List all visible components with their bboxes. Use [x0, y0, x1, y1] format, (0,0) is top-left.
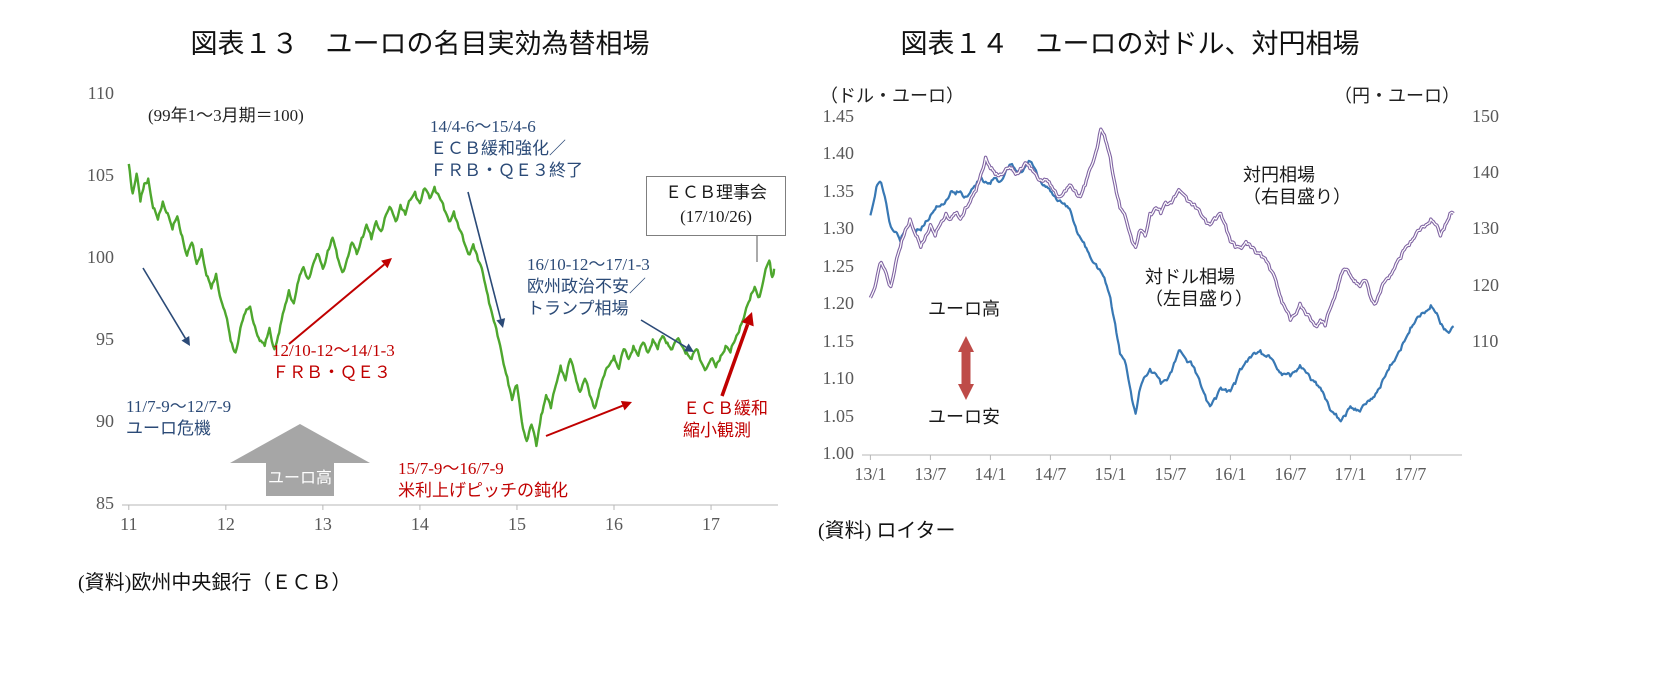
- y-tick-label: 95: [96, 329, 114, 349]
- chart2-title: 図表１４ ユーロの対ドル、対円相場: [900, 29, 1360, 59]
- x-tick-label: 14: [410, 514, 429, 534]
- annotation-arrow: [545, 404, 624, 437]
- y-tick-label: 1.20: [822, 293, 855, 314]
- y-tick-label: 105: [87, 165, 114, 185]
- x-tick-label: 15/7: [1154, 464, 1187, 484]
- y-tick-label-right: 140: [1472, 162, 1499, 183]
- series-eur-usd: [869, 159, 1455, 423]
- x-tick-label: 13/7: [914, 464, 947, 484]
- annotation-arrow: [720, 323, 750, 397]
- x-tick-label: 13: [313, 514, 332, 534]
- x-tick-label: 14/7: [1034, 464, 1067, 484]
- arrowhead: [741, 312, 754, 327]
- arrowhead: [620, 401, 632, 411]
- arrowhead: [381, 258, 392, 269]
- x-tick-label: 14/1: [974, 464, 1007, 484]
- annotation-text: 14/4-6〜15/4-6 ＥＣＢ緩和強化／ ＦＲＢ・ＱＥ３終了: [430, 117, 583, 180]
- x-tick-label: 12: [216, 514, 235, 534]
- y-tick-label-right: 120: [1472, 274, 1499, 295]
- y-tick-label: 1.10: [822, 368, 855, 389]
- arrowhead: [958, 336, 974, 352]
- arrowhead: [958, 384, 974, 400]
- y-tick-label-right: 150: [1472, 106, 1499, 126]
- chart2-source: (資料) ロイター: [818, 520, 956, 542]
- x-tick-label: 15/1: [1094, 464, 1127, 484]
- y-tick-label: 85: [96, 493, 114, 513]
- y-tick-label: 1.15: [822, 330, 855, 351]
- chart1-index-note: (99年1〜3月期＝100): [148, 106, 304, 125]
- annotation-text: 15/7-9〜16/7-9 米利上げピッチの鈍化: [398, 459, 568, 500]
- chart1-title: 図表１３ ユーロの名目実効為替相場: [190, 29, 650, 59]
- annotation-text: ユーロ高: [928, 299, 1000, 319]
- annotation-text: 対円相場 （右目盛り）: [1243, 165, 1351, 207]
- x-tick-label: 17/7: [1394, 464, 1427, 484]
- y-tick-label: 1.35: [822, 180, 855, 201]
- chart1-source: (資料)欧州中央銀行（ＥＣＢ）: [78, 572, 352, 594]
- series-eur-jpy-inner: [869, 128, 1454, 328]
- y-tick-label: 100: [87, 247, 114, 267]
- annotation-text: 12/10-12〜14/1-3 ＦＲＢ・ＱＥ３: [272, 341, 395, 382]
- chart2-right-axis-unit: （円・ユーロ）: [1334, 86, 1460, 106]
- x-tick-label: 15: [507, 514, 526, 534]
- annotation-arrow: [467, 191, 502, 320]
- y-tick-label: 1.25: [822, 255, 855, 276]
- y-tick-label: 1.00: [822, 443, 855, 463]
- x-tick-label: 16: [605, 514, 623, 534]
- y-tick-label: 1.45: [822, 106, 855, 126]
- x-tick-label: 13/1: [854, 464, 887, 484]
- annotation-arrow: [640, 319, 687, 349]
- block-arrow-label: ユーロ高: [267, 470, 332, 487]
- y-tick-label: 110: [87, 83, 114, 103]
- annotation-text: 対ドル相場 （左目盛り）: [1145, 267, 1253, 309]
- series-euro-neer: [127, 163, 776, 448]
- y-tick-label-right: 130: [1472, 218, 1499, 239]
- annotation-text: ユーロ安: [928, 407, 1000, 427]
- x-tick-label: 16/1: [1214, 464, 1247, 484]
- y-tick-label: 1.05: [822, 405, 855, 426]
- callout-box: ＥＣＢ理事会 (17/10/26): [646, 176, 786, 236]
- annotation-text: 11/7-9〜12/7-9 ユーロ危機: [126, 397, 232, 438]
- annotation-arrow: [142, 267, 187, 339]
- y-tick-label: 1.30: [822, 218, 855, 239]
- y-tick-label: 1.40: [822, 143, 855, 164]
- x-tick-label: 16/7: [1274, 464, 1307, 484]
- y-tick-label-right: 110: [1472, 330, 1499, 351]
- x-tick-label: 17: [702, 514, 721, 534]
- x-tick-label: 17/1: [1334, 464, 1367, 484]
- chart2-left-axis-unit: （ドル・ユーロ）: [820, 86, 964, 106]
- arrowhead: [683, 343, 694, 352]
- x-tick-label: 11: [120, 514, 138, 534]
- block-up-arrow: [230, 424, 370, 496]
- arrowhead: [181, 335, 190, 346]
- y-tick-label: 90: [96, 411, 114, 431]
- annotation-arrow: [288, 263, 385, 345]
- arrowhead: [496, 318, 506, 328]
- annotation-text: ＥＣＢ緩和 縮小観測: [683, 399, 768, 440]
- annotation-text: 16/10-12〜17/1-3 欧州政治不安／ トランプ相場: [527, 255, 650, 318]
